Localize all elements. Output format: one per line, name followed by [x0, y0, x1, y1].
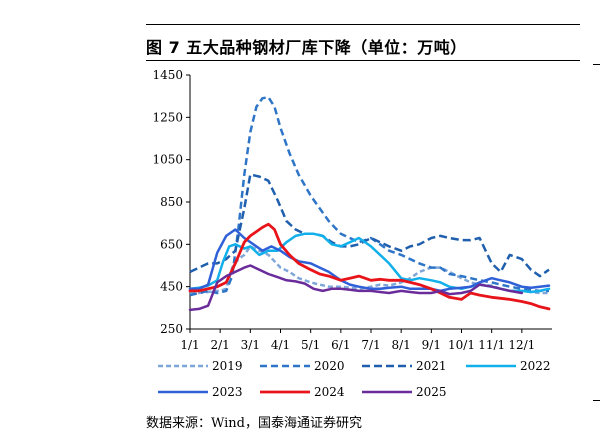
title-rule	[146, 60, 580, 61]
x-tick-label: 11/1	[478, 338, 505, 352]
x-tick-label: 1/1	[180, 338, 199, 352]
series-line-2023	[188, 228, 551, 293]
series-line-2025	[188, 264, 524, 312]
top-rule	[146, 24, 580, 25]
x-tick-label: 3/1	[241, 338, 260, 352]
x-tick-label: 9/1	[422, 338, 441, 352]
chart-series-lines	[188, 95, 551, 312]
series-line-2019	[190, 245, 549, 295]
y-tick-label: 450	[160, 280, 183, 294]
legend-label-2022: 2022	[520, 359, 551, 373]
right-edge-mark-top	[593, 64, 600, 65]
legend-label-2021: 2021	[416, 359, 447, 373]
source-note: 数据来源：Wind，国泰海通证券研究	[146, 416, 362, 431]
y-tick-label: 850	[160, 195, 183, 209]
chart-legend: 2019 2020 2021 2022 2023 2024 2025	[158, 359, 551, 399]
x-tick-label: 5/1	[301, 338, 320, 352]
legend-label-2024: 2024	[314, 385, 345, 399]
y-tick-label: 650	[160, 237, 183, 251]
x-tick-label: 2/1	[211, 338, 230, 352]
x-tick-label: 7/1	[361, 338, 380, 352]
x-tick-label: 10/1	[448, 338, 475, 352]
y-tick-label: 1050	[152, 153, 183, 167]
y-tick-label: 1450	[152, 68, 183, 82]
x-tick-label: 12/1	[508, 338, 535, 352]
legend-label-2019: 2019	[212, 359, 243, 373]
chart-axes: 250 450 650 850 1050 1250 1450 1/1 2/1 3/1 4/1 5/1 6…	[152, 68, 552, 352]
legend-label-2023: 2023	[212, 385, 243, 399]
legend-label-2025: 2025	[416, 385, 447, 399]
y-tick-label: 1250	[152, 110, 183, 124]
chart-title: 图 7 五大品种钢材厂库下降（单位：万吨）	[146, 38, 467, 57]
series-line-2024	[188, 222, 551, 311]
series-line-2021	[189, 173, 550, 278]
x-tick-label: 8/1	[392, 338, 411, 352]
x-tick-label: 6/1	[331, 338, 350, 352]
legend-label-2020: 2020	[314, 359, 345, 373]
right-edge-mark-bottom	[593, 400, 600, 401]
x-tick-label: 4/1	[271, 338, 290, 352]
y-tick-label: 250	[160, 322, 183, 336]
